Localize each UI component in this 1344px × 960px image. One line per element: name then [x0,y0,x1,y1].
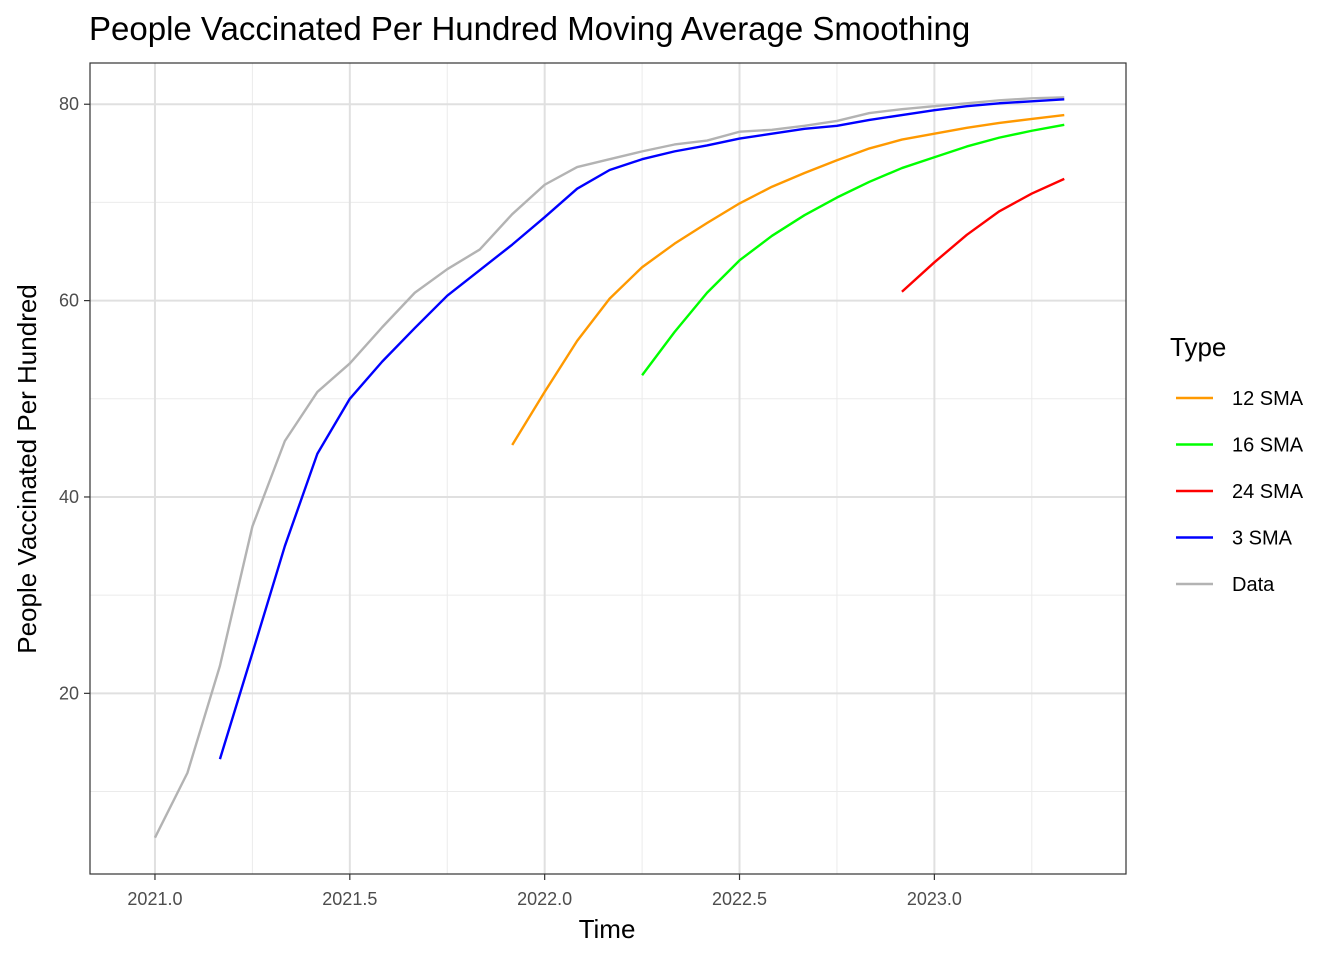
legend-title: Type [1170,332,1226,362]
legend-label-16-sma: 16 SMA [1232,435,1304,457]
x-axis-title: Time [579,914,636,944]
x-tick-label: 2022.5 [712,889,767,909]
series-line-data [153,96,1065,839]
legend-label-12-sma: 12 SMA [1232,388,1304,410]
y-tick-label: 40 [59,487,79,507]
series-line-24-sma [901,177,1065,293]
series-line-12-sma [511,113,1065,446]
y-tick-label: 60 [59,291,79,311]
series-lines [153,96,1065,839]
series-line-3-sma [218,98,1065,760]
legend-item-16-sma: 16 SMA [1176,435,1304,457]
legend-item-data: Data [1176,574,1275,596]
legend-label-3-sma: 3 SMA [1232,528,1293,550]
legend-item-24-sma: 24 SMA [1176,481,1304,503]
legend-label-24-sma: 24 SMA [1232,481,1304,503]
y-tick-label: 80 [59,94,79,114]
x-axis: 2021.0 2021.5 2022.0 2022.5 2023.0 [127,874,962,909]
x-tick-label: 2022.0 [517,889,572,909]
x-tick-label: 2021.5 [322,889,377,909]
legend-items: 12 SMA 16 SMA 24 SMA 3 SMA Data [1176,388,1304,596]
series-line-16-sma [641,123,1065,376]
y-axis-title: People Vaccinated Per Hundred [12,284,42,654]
y-axis: 20 40 60 80 [59,94,90,703]
chart-title: People Vaccinated Per Hundred Moving Ave… [89,10,970,47]
plot-panel-border [89,62,1127,875]
legend: Type 12 SMA 16 SMA 24 SMA 3 SMA Data [1170,332,1304,596]
plot-panel-background [90,63,1126,874]
legend-item-3-sma: 3 SMA [1176,528,1293,550]
x-tick-label: 2021.0 [127,889,182,909]
y-tick-label: 20 [59,683,79,703]
legend-label-data: Data [1232,574,1275,596]
plot-area [89,62,1127,875]
legend-item-12-sma: 12 SMA [1176,388,1304,410]
x-tick-label: 2023.0 [907,889,962,909]
